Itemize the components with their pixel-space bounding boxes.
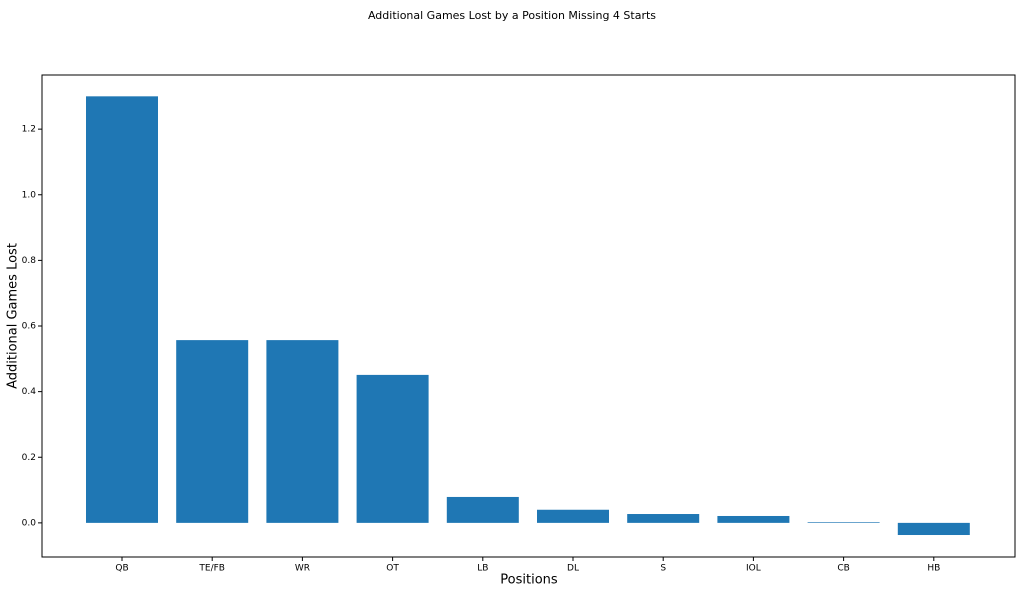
bar [176, 340, 249, 523]
y-tick-label: 0.4 [22, 387, 37, 397]
chart-title: Additional Games Lost by a Position Miss… [368, 9, 656, 22]
y-tick-label: 1.2 [22, 125, 36, 135]
bar [807, 522, 880, 523]
x-axis-label: Positions [500, 573, 558, 588]
bar [86, 96, 158, 523]
bar [356, 374, 429, 523]
plot-frame [41, 74, 1016, 558]
y-tick-label: 0.6 [22, 322, 37, 332]
bar [537, 509, 609, 523]
x-tick-label: DL [567, 564, 579, 574]
x-tick-label: CB [837, 564, 849, 574]
y-tick-label: 0.8 [22, 256, 37, 266]
bar [897, 522, 970, 536]
x-tick-label: WR [295, 564, 310, 574]
bar [446, 496, 519, 523]
x-tick-label: IOL [746, 564, 761, 574]
bar [266, 340, 339, 523]
x-tick-label: HB [927, 564, 940, 574]
x-tick-label: OT [386, 564, 399, 574]
x-tick-label: QB [115, 564, 128, 574]
y-tick-label: 0.2 [22, 453, 36, 463]
x-tick-label: TE/FB [198, 564, 225, 574]
y-axis-label: Additional Games Lost [6, 243, 21, 389]
x-tick-label: LB [477, 564, 488, 574]
y-tick-label: 0.0 [22, 518, 37, 528]
bar [717, 515, 790, 523]
bar [627, 514, 700, 523]
y-tick-label: 1.0 [22, 190, 37, 200]
x-tick-label: S [660, 564, 666, 574]
